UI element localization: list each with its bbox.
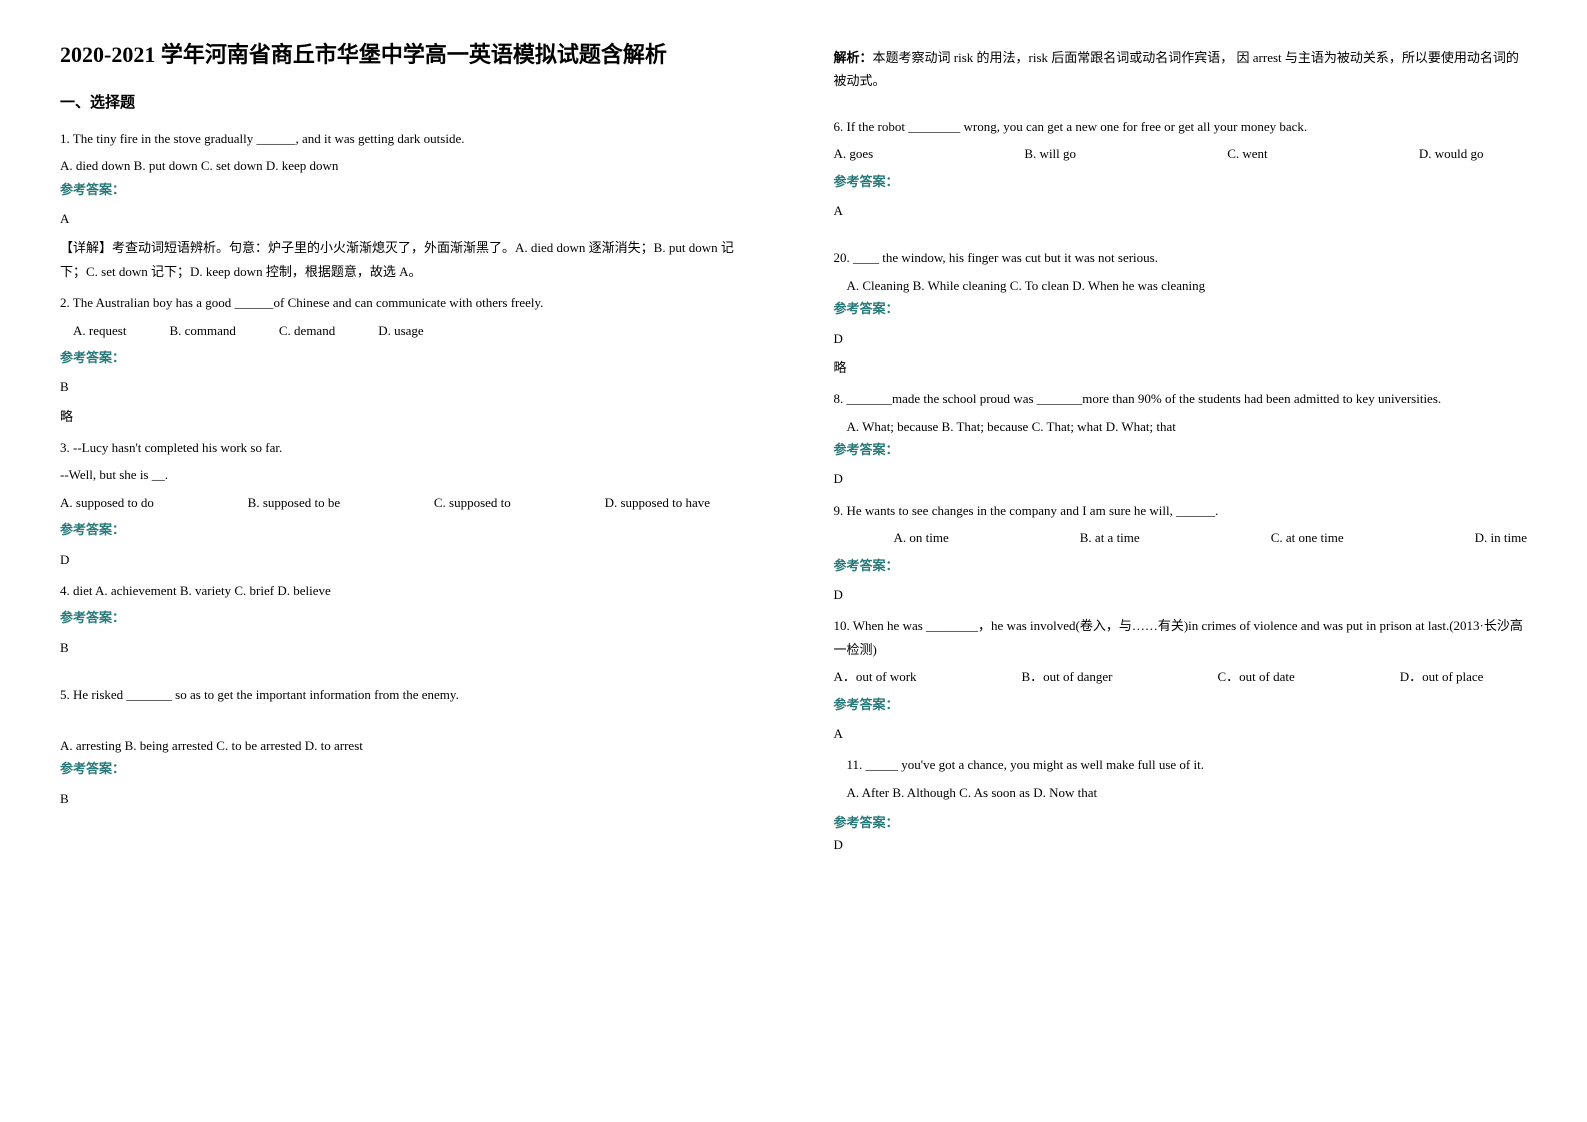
q5-answer: B <box>60 787 754 810</box>
q8-text: 8. _______made the school proud was ____… <box>834 387 1528 410</box>
q2-answer-label: 参考答案： <box>60 346 754 369</box>
question-6: 6. If the robot ________ wrong, you can … <box>834 115 1528 223</box>
q8-answer: D <box>834 467 1528 490</box>
q11-answer-label: 参考答案： <box>834 812 1528 831</box>
q3-answer-label: 参考答案： <box>60 518 754 541</box>
question-20: 20. ____ the window, his finger was cut … <box>834 246 1528 379</box>
q10-optC: C．out of date <box>1217 665 1294 688</box>
q10-optB: B．out of danger <box>1022 665 1113 688</box>
q2-optC: C. demand <box>266 319 335 342</box>
q9-optA: A. on time <box>894 526 949 549</box>
q20-answer: D <box>834 327 1528 350</box>
right-column: 解析：本题考察动词 risk 的用法，risk 后面常跟名词或动名词作宾语， 因… <box>834 40 1528 859</box>
q5-explanation: 解析：本题考察动词 risk 的用法，risk 后面常跟名词或动名词作宾语， 因… <box>834 46 1528 93</box>
q5-options: A. arresting B. being arrested C. to be … <box>60 734 754 757</box>
q6-optA: A. goes <box>834 142 874 165</box>
q2-text: 2. The Australian boy has a good ______o… <box>60 291 754 314</box>
q11-text: 11. _____ you've got a chance, you might… <box>834 753 1528 776</box>
q9-optD: D. in time <box>1475 526 1527 549</box>
document-title: 2020-2021 学年河南省商丘市华堡中学高一英语模拟试题含解析 <box>60 40 754 71</box>
q2-answer: B <box>60 375 754 398</box>
q6-answer: A <box>834 199 1528 222</box>
q3-optB: B. supposed to be <box>248 491 340 514</box>
q2-optB: B. command <box>156 319 235 342</box>
q6-text: 6. If the robot ________ wrong, you can … <box>834 115 1528 138</box>
q10-answer-label: 参考答案： <box>834 693 1528 716</box>
q4-text: 4. diet A. achievement B. variety C. bri… <box>60 579 754 602</box>
section-header: 一、选择题 <box>60 91 754 112</box>
q1-answer: A <box>60 207 754 230</box>
q1-answer-label: 参考答案： <box>60 178 754 201</box>
question-11: 11. _____ you've got a chance, you might… <box>834 753 1528 804</box>
question-5: 5. He risked _______ so as to get the im… <box>60 683 754 810</box>
question-4: 4. diet A. achievement B. variety C. bri… <box>60 579 754 659</box>
q6-options: A. goes B. will go C. went D. would go <box>834 142 1484 165</box>
q5-text: 5. He risked _______ so as to get the im… <box>60 683 754 706</box>
q9-answer-label: 参考答案： <box>834 554 1528 577</box>
q3-optA: A. supposed to do <box>60 491 154 514</box>
q2-options: A. request B. command C. demand D. usage <box>60 319 754 342</box>
q10-optD: D．out of place <box>1400 665 1484 688</box>
left-column: 2020-2021 学年河南省商丘市华堡中学高一英语模拟试题含解析 一、选择题 … <box>60 40 754 859</box>
q1-text: 1. The tiny fire in the stove gradually … <box>60 127 754 150</box>
q8-options: A. What; because B. That; because C. Tha… <box>834 415 1528 438</box>
q3-text2: --Well, but she is __. <box>60 463 754 486</box>
q6-optC: C. went <box>1227 142 1267 165</box>
q20-options: A. Cleaning B. While cleaning C. To clea… <box>834 274 1528 297</box>
q9-options: A. on time B. at a time C. at one time D… <box>834 526 1528 549</box>
q9-answer: D <box>834 583 1528 606</box>
q20-note: 略 <box>834 356 1528 379</box>
q1-explanation: 【详解】考查动词短语辨析。句意：炉子里的小火渐渐熄灭了，外面渐渐黑了。A. di… <box>60 236 754 283</box>
question-2: 2. The Australian boy has a good ______o… <box>60 291 754 428</box>
q20-text: 20. ____ the window, his finger was cut … <box>834 246 1528 269</box>
q5-exp-label: 解析： <box>834 50 873 65</box>
q11-options: A. After B. Although C. As soon as D. No… <box>834 781 1528 804</box>
question-8: 8. _______made the school proud was ____… <box>834 387 1528 491</box>
q3-optC: C. supposed to <box>434 491 511 514</box>
q9-optB: B. at a time <box>1080 526 1140 549</box>
q9-text: 9. He wants to see changes in the compan… <box>834 499 1528 522</box>
q2-optD: D. usage <box>365 319 424 342</box>
q9-optC: C. at one time <box>1271 526 1344 549</box>
q4-answer-label: 参考答案： <box>60 606 754 629</box>
q8-answer-label: 参考答案： <box>834 438 1528 461</box>
q3-answer: D <box>60 548 754 571</box>
q10-text: 10. When he was ________，he was involved… <box>834 614 1528 661</box>
q10-optA: A．out of work <box>834 665 917 688</box>
q10-answer: A <box>834 722 1528 745</box>
q10-options: A．out of work B．out of danger C．out of d… <box>834 665 1484 688</box>
question-10: 10. When he was ________，he was involved… <box>834 614 1528 745</box>
q5-exp-text: 本题考察动词 risk 的用法，risk 后面常跟名词或动名词作宾语， 因 ar… <box>834 50 1519 88</box>
question-9: 9. He wants to see changes in the compan… <box>834 499 1528 607</box>
q2-optA: A. request <box>60 319 126 342</box>
q6-optB: B. will go <box>1024 142 1076 165</box>
question-3: 3. --Lucy hasn't completed his work so f… <box>60 436 754 571</box>
page-container: 2020-2021 学年河南省商丘市华堡中学高一英语模拟试题含解析 一、选择题 … <box>60 40 1527 859</box>
q3-options: A. supposed to do B. supposed to be C. s… <box>60 491 710 514</box>
q1-options: A. died down B. put down C. set down D. … <box>60 154 754 177</box>
q11-answer: D <box>834 837 1528 853</box>
q20-answer-label: 参考答案： <box>834 297 1528 320</box>
q5-answer-label: 参考答案： <box>60 757 754 780</box>
q4-answer: B <box>60 636 754 659</box>
q6-optD: D. would go <box>1419 142 1484 165</box>
q3-text1: 3. --Lucy hasn't completed his work so f… <box>60 436 754 459</box>
question-1: 1. The tiny fire in the stove gradually … <box>60 127 754 283</box>
q6-answer-label: 参考答案： <box>834 170 1528 193</box>
q3-optD: D. supposed to have <box>605 491 710 514</box>
q2-note: 略 <box>60 405 754 428</box>
